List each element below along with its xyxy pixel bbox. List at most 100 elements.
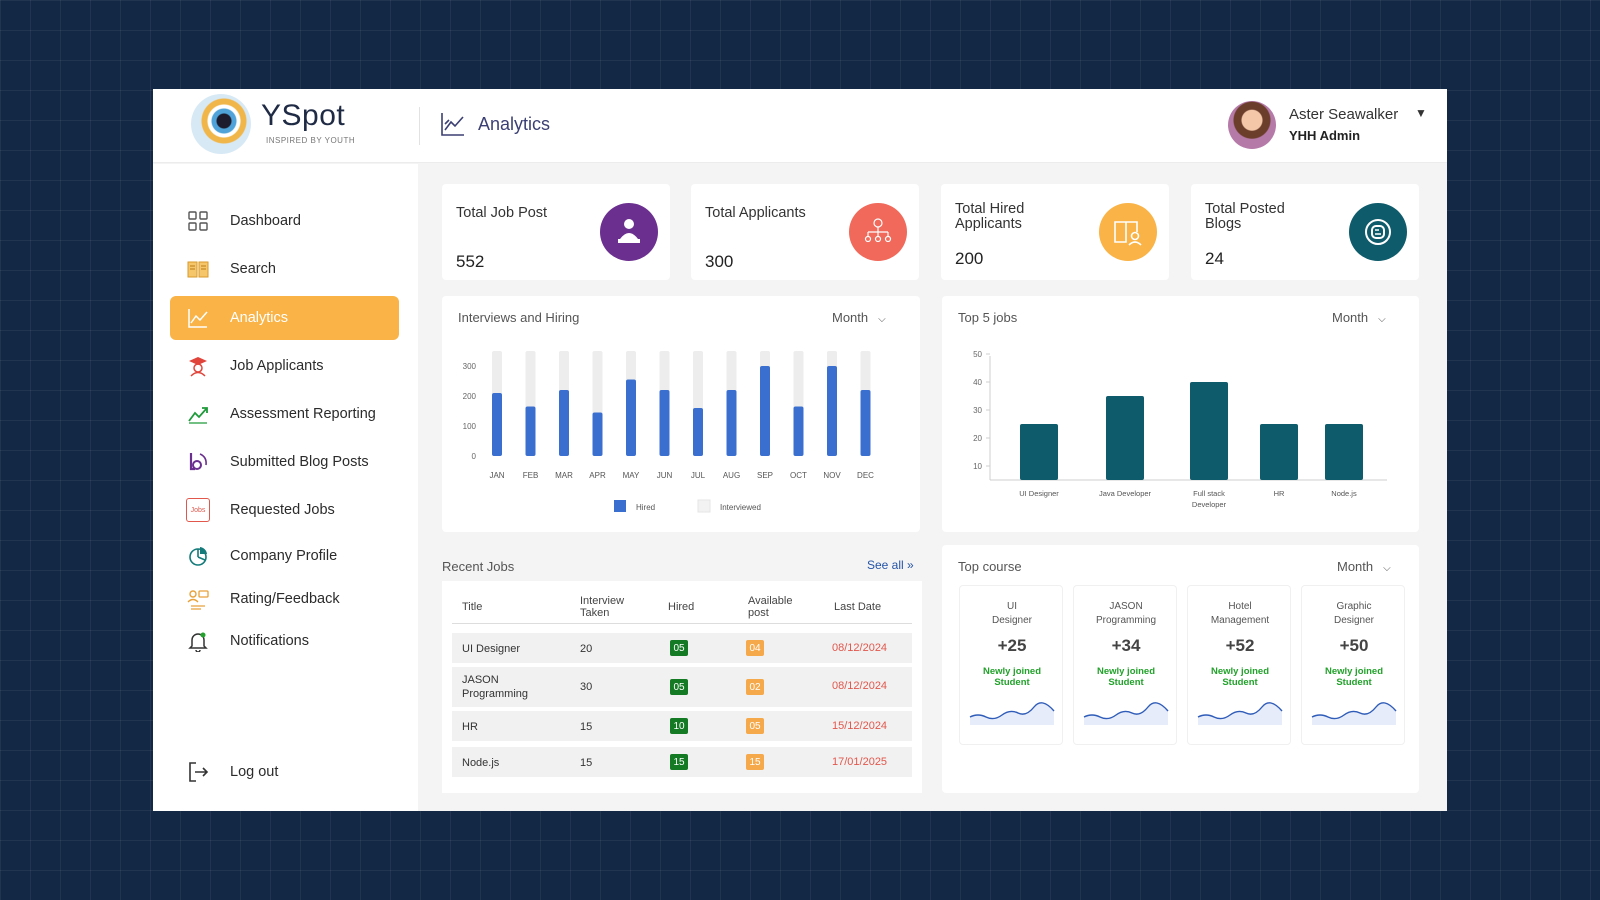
table-row[interactable]: Node.js 15 15 15 17/01/2025: [452, 747, 912, 777]
stat-title: Total Posted Blogs: [1205, 201, 1285, 232]
y-tick-label: 200: [463, 392, 477, 401]
x-tick-label: Developer: [1192, 500, 1227, 509]
stat-title: Total Hired Applicants: [955, 201, 1025, 232]
job-bar: [1325, 424, 1363, 480]
column-header: Interview Taken: [580, 595, 625, 619]
sidebar-item-job-applicants[interactable]: Job Applicants: [170, 344, 399, 388]
chevron-down-icon: ⌵: [1378, 314, 1386, 325]
job-bar: [1020, 424, 1058, 480]
header-divider: [452, 623, 912, 624]
course-card[interactable]: JASON Programming +34 Newly joined Stude…: [1073, 585, 1177, 745]
sparkline: [969, 702, 1055, 725]
last-date: 08/12/2024: [832, 680, 888, 692]
job-bar: [1190, 382, 1228, 480]
hired-bar: [827, 366, 837, 456]
user-name[interactable]: Aster Seawalker: [1289, 106, 1399, 123]
month-dropdown[interactable]: Month ⌵: [1337, 559, 1391, 574]
x-tick-label: HR: [1274, 489, 1285, 498]
hired-bar: [726, 390, 737, 456]
table-row[interactable]: UI Designer 20 05 04 08/12/2024: [452, 633, 912, 663]
dropdown-value: Month: [832, 310, 869, 325]
interview-count: 30: [580, 681, 593, 693]
job-post-icon: [600, 203, 658, 261]
column-header: Hired: [668, 601, 695, 613]
x-tick-label: DEC: [857, 471, 874, 480]
x-tick-label: JAN: [489, 471, 504, 480]
stat-card-total-job-post[interactable]: Total Job Post 552: [442, 184, 670, 280]
table-row[interactable]: JASON Programming 30 05 02 08/12/2024: [452, 667, 912, 707]
job-bar: [1260, 424, 1298, 480]
sidebar-item-label: Assessment Reporting: [230, 406, 376, 422]
hired-bar: [793, 406, 804, 456]
course-card[interactable]: UI Designer +25 Newly joined Student: [959, 585, 1063, 745]
table-row[interactable]: HR 15 10 05 15/12/2024: [452, 711, 912, 741]
double-chevron-right-icon: »: [907, 558, 914, 572]
column-header: Available post: [748, 595, 793, 619]
x-tick-label: UI Designer: [1019, 489, 1059, 498]
stat-card-total-applicants[interactable]: Total Applicants 300: [691, 184, 919, 280]
sidebar-item-company-profile[interactable]: Company Profile: [170, 534, 399, 578]
hired-bar: [693, 408, 703, 456]
legend-label: Hired: [636, 503, 655, 512]
hired-bar: [492, 393, 502, 456]
sidebar-item-analytics[interactable]: Analytics: [170, 296, 399, 340]
month-dropdown[interactable]: Month ⌵: [1332, 310, 1386, 325]
panel-title: Interviews and Hiring: [458, 310, 580, 325]
y-tick-label: 40: [973, 378, 982, 387]
bell-icon: [186, 629, 210, 653]
hired-bar: [860, 390, 871, 456]
x-tick-label: NOV: [823, 471, 841, 480]
sidebar-item-label: Dashboard: [230, 213, 301, 229]
chevron-down-icon[interactable]: ▼: [1415, 106, 1427, 120]
y-tick-label: 0: [472, 452, 477, 461]
y-tick-label: 300: [463, 362, 477, 371]
hired-book-icon: [1099, 203, 1157, 261]
sidebar-item-assessment-reporting[interactable]: Assessment Reporting: [170, 392, 399, 436]
course-card[interactable]: Graphic Designer +50 Newly joined Studen…: [1301, 585, 1405, 745]
sidebar: Dashboard Search Analytics Job Applicant…: [153, 164, 418, 811]
available-badge: 02: [746, 679, 764, 695]
hired-badge: 05: [670, 640, 688, 656]
stat-value: 552: [456, 252, 485, 271]
sidebar-item-search[interactable]: Search: [170, 247, 399, 291]
sidebar-item-notifications[interactable]: Notifications: [170, 619, 399, 663]
stat-card-total-hired[interactable]: Total Hired Applicants 200: [941, 184, 1169, 280]
chevron-down-icon: ⌵: [1383, 563, 1391, 574]
blog-icon: [1349, 203, 1407, 261]
top-course-panel: Top course Month ⌵ UI Designer +25 Newly …: [942, 545, 1419, 793]
legend-swatch-interviewed: [697, 499, 711, 513]
sidebar-item-submitted-blog-posts[interactable]: Submitted Blog Posts: [170, 440, 399, 484]
hired-bar: [525, 406, 536, 456]
course-name: Hotel Management: [1210, 601, 1270, 626]
pie-icon: [186, 544, 210, 568]
course-note: Newly joined Student: [1096, 666, 1156, 688]
sidebar-item-dashboard[interactable]: Dashboard: [170, 199, 399, 243]
hired-bar: [626, 379, 636, 456]
panel-title: Top 5 jobs: [958, 310, 1018, 325]
job-title: UI Designer: [462, 643, 521, 655]
top-jobs-bar-chart: 10 20 30 40 50 UI Designer Java Developer Full …: [973, 350, 1387, 509]
month-dropdown[interactable]: Month ⌵: [832, 310, 886, 325]
hired-badge: 05: [670, 679, 688, 695]
sidebar-item-requested-jobs[interactable]: Jobs Requested Jobs: [170, 488, 399, 532]
course-card[interactable]: Hotel Management +52 Newly joined Studen…: [1187, 585, 1291, 745]
course-count: +25: [997, 636, 1027, 655]
course-count: +34: [1111, 636, 1141, 655]
sparkline: [1197, 702, 1283, 725]
analytics-icon: [186, 306, 210, 330]
course-count: +50: [1339, 636, 1369, 655]
sidebar-item-rating-feedback[interactable]: Rating/Feedback: [170, 577, 399, 621]
hired-badge: 15: [670, 754, 688, 770]
sparkline: [1083, 702, 1169, 725]
stat-card-total-posted-blogs[interactable]: Total Posted Blogs 24: [1191, 184, 1419, 280]
recent-jobs-table: Title Interview Taken Hired Available po…: [442, 581, 922, 793]
x-tick-label: JUN: [657, 471, 673, 480]
analytics-icon: [441, 113, 464, 136]
x-tick-label: APR: [589, 471, 606, 480]
sidebar-item-label: Submitted Blog Posts: [230, 454, 369, 470]
x-tick-label: OCT: [790, 471, 807, 480]
sidebar-item-label: Rating/Feedback: [230, 591, 340, 607]
see-all-link[interactable]: See all »: [867, 558, 914, 572]
user-avatar[interactable]: [1228, 101, 1276, 149]
logout-button[interactable]: Log out: [170, 750, 399, 794]
